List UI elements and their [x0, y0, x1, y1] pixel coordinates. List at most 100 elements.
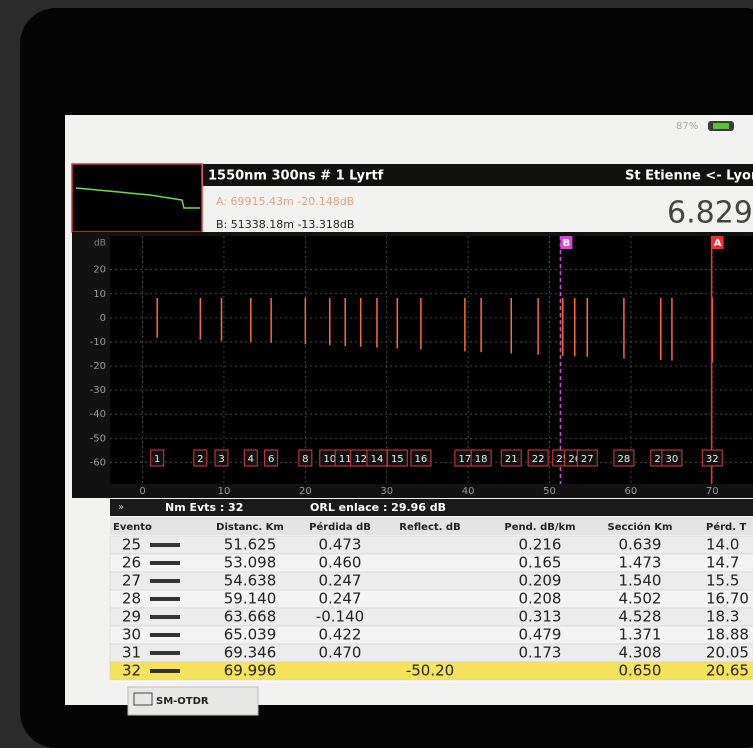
- table-cell: 69.996: [224, 662, 277, 680]
- event-label: 3: [218, 454, 224, 465]
- table-cell: 0.216: [519, 536, 562, 554]
- trace-title: 1550nm 300ns # 1 Lyrtf: [208, 169, 384, 184]
- y-tick-label: -30: [90, 385, 106, 396]
- table-cell: 0.209: [519, 572, 562, 590]
- column-header: Pérd. T: [706, 521, 746, 533]
- table-cell: 20.05: [706, 644, 749, 662]
- cursor-label: B: [563, 238, 571, 249]
- overview-thumbnail: [72, 164, 202, 232]
- table-cell: 63.668: [224, 608, 277, 626]
- orl: ORL enlace : 29.96 dB: [310, 501, 446, 514]
- y-tick-label: -20: [90, 361, 106, 372]
- event-label: 21: [505, 454, 518, 465]
- event-label: 12: [354, 454, 367, 465]
- table-cell: 25: [122, 536, 141, 554]
- column-header: Reflect. dB: [399, 522, 460, 533]
- event-label: 17: [459, 454, 472, 465]
- table-cell: 0.650: [619, 662, 662, 680]
- table-cell: 59.140: [224, 590, 277, 608]
- x-tick-label: 20: [299, 486, 312, 497]
- table-cell: 20.65: [706, 662, 749, 680]
- x-tick-label: 50: [543, 486, 556, 497]
- y-tick-label: 0: [100, 313, 106, 324]
- event-label: 10: [323, 454, 336, 465]
- table-cell: 1.540: [619, 572, 662, 590]
- event-label: 27: [581, 454, 594, 465]
- table-cell: 15.5: [706, 572, 739, 590]
- y-unit: dB: [94, 239, 106, 249]
- x-tick-label: 0: [139, 486, 145, 497]
- table-cell: 26: [122, 554, 141, 572]
- table-cell: 0.639: [619, 536, 662, 554]
- table-cell: 0.470: [319, 644, 362, 662]
- event-label: 2: [197, 454, 203, 465]
- tab-label: SM-OTDR: [156, 696, 209, 707]
- event-label: 8: [302, 454, 308, 465]
- table-cell: 31: [122, 644, 141, 662]
- table-cell: 0.208: [519, 590, 562, 608]
- cursor-b-readout: B: 51338.18m -13.318dB: [216, 218, 354, 231]
- table-cell: 18.3: [706, 608, 739, 626]
- event-icon: [150, 597, 180, 601]
- cursor-label: A: [714, 238, 722, 249]
- table-cell: 53.098: [224, 554, 277, 572]
- table-cell: 4.528: [619, 608, 662, 626]
- table-cell: 18.88: [706, 626, 749, 644]
- collapse-icon[interactable]: »: [118, 502, 124, 513]
- event-label: 14: [371, 454, 384, 465]
- table-cell: 16.70: [706, 590, 749, 608]
- y-tick-label: 20: [93, 265, 106, 276]
- device-screen: 87% 1550nm 300ns # 1 Lyrtf St Etienne <-…: [0, 0, 753, 748]
- table-cell: 0.479: [519, 626, 562, 644]
- table-cell: 27: [122, 572, 141, 590]
- event-label: 22: [532, 454, 545, 465]
- table-cell: 0.247: [319, 590, 362, 608]
- table-cell: 54.638: [224, 572, 277, 590]
- table-cell: 0.173: [519, 644, 562, 662]
- y-tick-label: -60: [90, 457, 106, 468]
- table-cell: 1.371: [619, 626, 662, 644]
- event-label: 28: [618, 454, 631, 465]
- event-icon: [150, 579, 180, 583]
- event-count: Nm Evts : 32: [165, 501, 243, 514]
- table-cell: 30: [122, 626, 141, 644]
- event-icon: [150, 543, 180, 547]
- table-cell: 0.422: [319, 626, 362, 644]
- event-icon: [150, 633, 180, 637]
- x-tick-label: 10: [218, 486, 231, 497]
- table-cell: 0.313: [519, 608, 562, 626]
- table-cell: 0.473: [319, 536, 362, 554]
- table-cell: 1.473: [619, 554, 662, 572]
- table-cell: 69.346: [224, 644, 277, 662]
- event-label: 30: [666, 454, 679, 465]
- table-cell: 0.247: [319, 572, 362, 590]
- event-icon: [150, 669, 180, 673]
- event-label: 16: [415, 454, 428, 465]
- event-label: 18: [475, 454, 488, 465]
- y-tick-label: -40: [90, 409, 106, 420]
- column-header: Distanc. Km: [216, 522, 284, 533]
- event-label: 32: [706, 454, 719, 465]
- table-cell: 51.625: [224, 536, 277, 554]
- event-icon: [150, 615, 180, 619]
- event-icon: [150, 561, 180, 565]
- column-header: Evento: [113, 522, 152, 533]
- table-cell: 4.308: [619, 644, 662, 662]
- x-tick-label: 70: [706, 486, 719, 497]
- event-icon: [150, 651, 180, 655]
- x-tick-label: 30: [380, 486, 393, 497]
- battery-fill: [713, 123, 729, 129]
- table-cell: -0.140: [316, 608, 364, 626]
- table-cell: 14.0: [706, 536, 739, 554]
- battery-level: 87%: [676, 121, 698, 132]
- table-cell: 29: [122, 608, 141, 626]
- event-label: 15: [391, 454, 404, 465]
- table-cell: 0.165: [519, 554, 562, 572]
- table-cell: 0.460: [319, 554, 362, 572]
- plot-area: [110, 236, 753, 484]
- y-tick-label: -50: [90, 433, 106, 444]
- table-cell: -50.20: [406, 662, 454, 680]
- x-tick-label: 40: [462, 486, 475, 497]
- x-tick-label: 60: [625, 486, 638, 497]
